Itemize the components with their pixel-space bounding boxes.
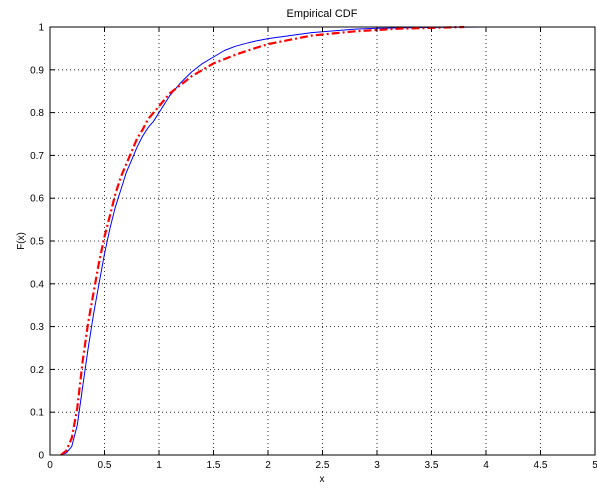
- grid: [50, 27, 595, 455]
- x-tick-label: 5: [592, 460, 597, 471]
- chart-title: Empirical CDF: [287, 8, 358, 20]
- y-tick-label: 0.3: [30, 322, 44, 333]
- y-tick-label: 0.1: [30, 408, 44, 419]
- ecdf-series-2-line: [60, 25, 465, 456]
- y-tick-label: 0.4: [30, 279, 44, 290]
- ecdf-series-1-line: [60, 26, 541, 456]
- series-layer: [60, 25, 541, 456]
- x-tick-label: 4.5: [534, 460, 548, 471]
- ticks: [49, 26, 596, 456]
- x-tick-label: 3: [374, 460, 380, 471]
- y-tick-label: 0.5: [30, 237, 44, 248]
- x-tick-label: 3.5: [425, 460, 439, 471]
- x-axis-label: x: [320, 474, 325, 485]
- x-tick-label: 1: [156, 460, 162, 471]
- y-tick-label: 1: [38, 23, 44, 34]
- y-tick-label: 0.8: [30, 108, 44, 119]
- y-tick-labels: 0 0.1 0.2 0.3 0.4 0.5 0.6 0.7 0.8 0.9 1: [30, 23, 44, 462]
- y-tick-label: 0: [38, 451, 44, 462]
- x-tick-label: 0.5: [98, 460, 112, 471]
- x-tick-label: 2.5: [316, 460, 330, 471]
- y-tick-label: 0.2: [30, 365, 44, 376]
- y-axis-label: F(x): [16, 232, 27, 250]
- y-tick-label: 0.9: [30, 65, 44, 76]
- x-tick-label: 4: [483, 460, 489, 471]
- y-tick-label: 0.7: [30, 151, 44, 162]
- x-tick-label: 1.5: [207, 460, 221, 471]
- x-tick-labels: 0 0.5 1 1.5 2 2.5 3 3.5 4 4.5 5: [47, 460, 597, 471]
- y-tick-label: 0.6: [30, 194, 44, 205]
- x-tick-label: 2: [265, 460, 271, 471]
- x-tick-label: 0: [47, 460, 53, 471]
